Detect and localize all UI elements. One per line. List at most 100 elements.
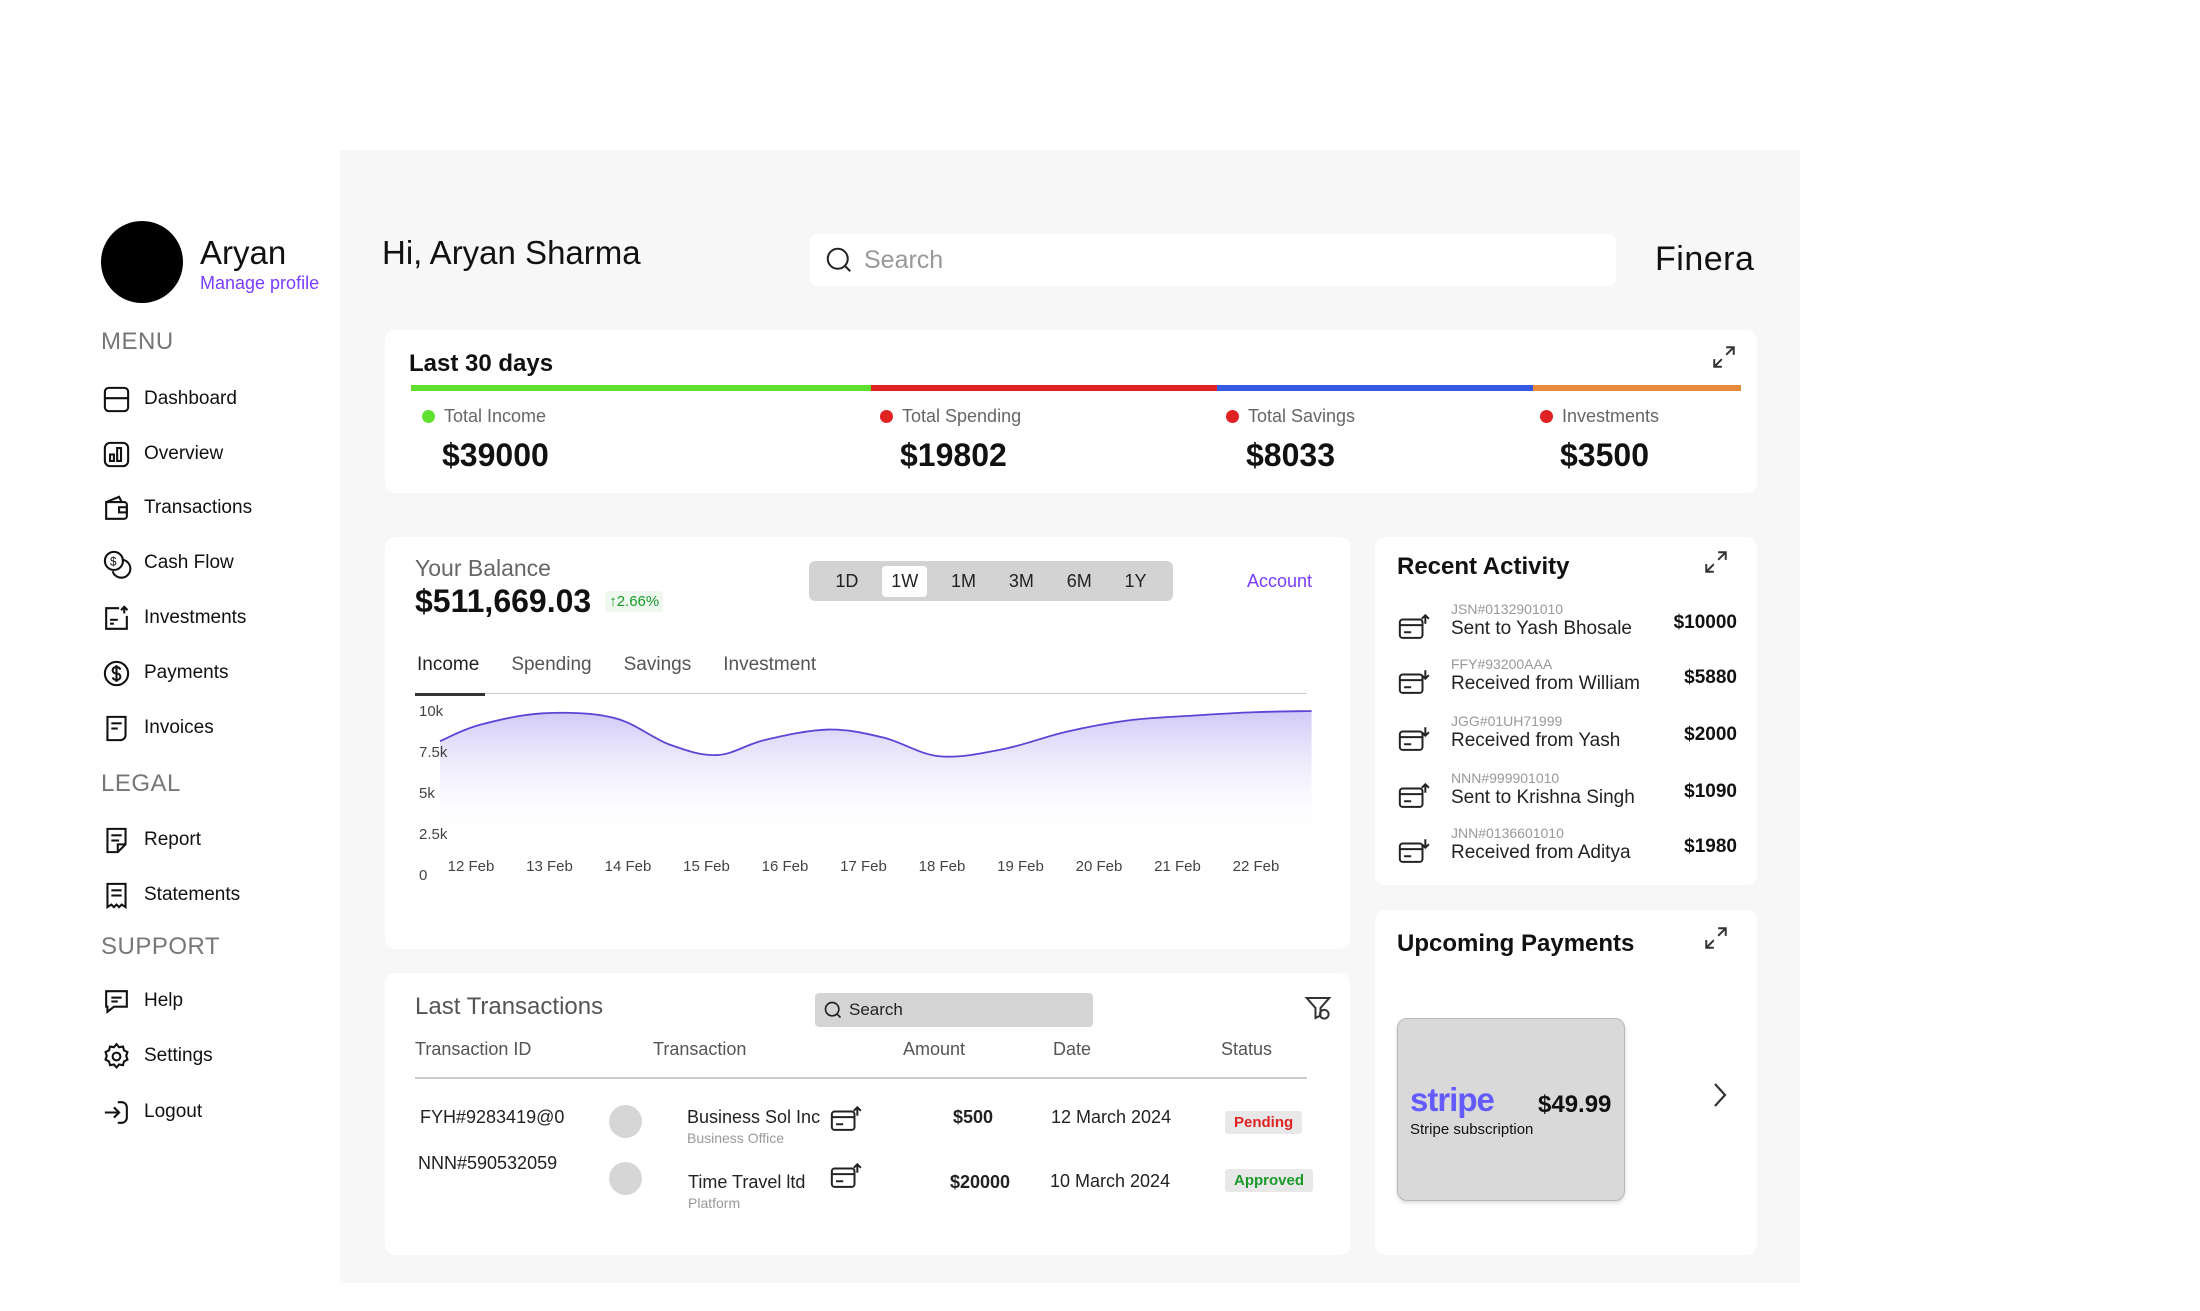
transactions-search-input[interactable] <box>849 1000 1089 1020</box>
coins-icon: $ <box>103 550 132 579</box>
avatar[interactable] <box>101 221 183 303</box>
sidebar-item-settings[interactable]: Settings <box>101 1038 213 1074</box>
tab-savings[interactable]: Savings <box>623 654 692 675</box>
dollar-icon <box>103 660 130 686</box>
chat-icon <box>105 989 128 1014</box>
activity-id: JGG#01UH71999 <box>1451 713 1563 729</box>
sidebar-item-label: Transactions <box>144 497 253 518</box>
chevron-right-icon[interactable] <box>1709 1080 1731 1110</box>
sidebar-item-logout[interactable]: Logout <box>101 1094 202 1130</box>
merchant-avatar <box>609 1105 642 1138</box>
stat-investments: Investments $3500 <box>1540 406 1659 474</box>
upcoming-payments-card: Upcoming Payments stripe $49.99 Stripe s… <box>1375 910 1757 1255</box>
card-transfer-icon <box>830 1162 862 1188</box>
activity-item[interactable]: JGG#01UH71999 Received from Yash $2000 <box>1397 713 1737 765</box>
sidebar-item-investments[interactable]: Investments <box>101 600 246 636</box>
table-cell-id: FYH#9283419@0 <box>420 1107 565 1127</box>
search-bar[interactable] <box>810 234 1616 286</box>
activity-item[interactable]: FFY#93200AAA Received from William $5880 <box>1397 656 1737 708</box>
sidebar-item-label: Help <box>144 990 184 1011</box>
range-6m[interactable]: 6M <box>1066 570 1092 591</box>
sidebar-item-dashboard[interactable]: Dashboard <box>101 381 237 417</box>
sidebar-item-transactions[interactable]: Transactions <box>101 490 252 526</box>
balance-label: Your Balance <box>415 555 551 581</box>
tab-investment[interactable]: Investment <box>723 654 817 675</box>
card-transfer-icon <box>1398 727 1430 751</box>
wallet-icon <box>105 495 128 520</box>
activity-item[interactable]: NNN#999901010 Sent to Krishna Singh $1090 <box>1397 770 1737 822</box>
range-3m[interactable]: 3M <box>1008 570 1034 591</box>
activity-desc: Received from Aditya <box>1451 842 1631 863</box>
logout-icon <box>104 1100 128 1124</box>
x-tick-label: 16 Feb <box>762 858 809 875</box>
invest-icon <box>105 604 129 630</box>
sidebar-item-report[interactable]: Report <box>101 822 201 858</box>
range-1w[interactable]: 1W <box>882 565 928 597</box>
card-transfer-icon <box>1398 670 1430 694</box>
activity-id: NNN#999901010 <box>1451 770 1560 786</box>
sidebar-item-help[interactable]: Help <box>101 983 183 1019</box>
investments-bar <box>1533 385 1741 391</box>
col-status: Status <box>1221 1039 1273 1059</box>
stat-value: $19802 <box>900 437 1007 473</box>
x-tick-label: 17 Feb <box>840 858 887 875</box>
sidebar-item-label: Invoices <box>144 717 214 738</box>
range-1y[interactable]: 1Y <box>1124 570 1147 591</box>
sidebar-item-payments[interactable]: Payments <box>101 655 228 691</box>
transactions-title: Last Transactions <box>415 993 604 1020</box>
activity-item[interactable]: JNN#0136601010 Received from Aditya $1980 <box>1397 825 1737 877</box>
activity-desc: Sent to Yash Bhosale <box>1451 618 1632 639</box>
y-tick-label: 5k <box>419 785 435 802</box>
col-amount: Amount <box>903 1039 966 1059</box>
income-bar <box>411 385 871 391</box>
activity-desc: Received from William <box>1451 673 1640 694</box>
spending-bar <box>871 385 1217 391</box>
sidebar-item-label: Settings <box>144 1045 213 1066</box>
stat-spending: Total Spending $19802 <box>880 406 1021 474</box>
table-cell-amount: $500 <box>953 1107 994 1127</box>
merchant-avatar <box>609 1162 642 1195</box>
recent-activity-title: Recent Activity <box>1397 553 1570 580</box>
payment-card[interactable]: stripe $49.99 Stripe subscription <box>1397 1018 1625 1201</box>
activity-item[interactable]: JSN#0132901010 Sent to Yash Bhosale $10000 <box>1397 601 1737 653</box>
search-input[interactable] <box>864 245 1564 275</box>
summary-card: Last 30 days Total Income $39000 Total S… <box>385 330 1757 493</box>
filter-icon[interactable] <box>1303 993 1333 1023</box>
sidebar-item-label: Cash Flow <box>144 552 234 573</box>
sidebar-item-label: Payments <box>144 662 229 683</box>
expand-icon[interactable] <box>1703 549 1729 575</box>
report-icon <box>106 827 127 853</box>
svg-text:$: $ <box>110 555 117 568</box>
sidebar-item-cash-flow[interactable]: $ Cash Flow <box>101 545 234 581</box>
expand-icon[interactable] <box>1711 344 1737 370</box>
status-dot <box>1226 410 1239 423</box>
sidebar-item-statements[interactable]: Statements <box>101 877 240 913</box>
account-link[interactable]: Account <box>1247 571 1313 591</box>
range-1m[interactable]: 1M <box>951 570 977 591</box>
sidebar-item-label: Report <box>144 829 202 850</box>
bar-chart-icon <box>103 441 130 467</box>
activity-amount: $1090 <box>1684 781 1737 802</box>
tab-income[interactable]: Income <box>415 654 486 696</box>
sidebar-item-overview[interactable]: Overview <box>101 436 223 472</box>
statement-icon <box>106 882 127 909</box>
stat-label: Total Spending <box>902 406 1022 426</box>
balance-value: $511,669.03 <box>415 583 592 619</box>
menu-heading: MENU <box>101 328 174 355</box>
upcoming-payments-title: Upcoming Payments <box>1397 930 1635 957</box>
y-tick-label: 10k <box>419 703 444 720</box>
sidebar-item-invoices[interactable]: Invoices <box>101 710 214 746</box>
table-cell-date: 12 March 2024 <box>1051 1107 1172 1127</box>
divider <box>415 1077 1307 1079</box>
transactions-search[interactable] <box>815 993 1093 1027</box>
support-heading: SUPPORT <box>101 933 221 960</box>
tab-spending[interactable]: Spending <box>511 654 592 675</box>
expand-icon[interactable] <box>1703 925 1729 951</box>
dashboard-icon <box>103 386 130 412</box>
legal-heading: LEGAL <box>101 770 181 797</box>
balance-card: Your Balance $511,669.03 ↑2.66% 1D 1W 1M 3M… <box>385 537 1350 949</box>
col-date: Date <box>1053 1039 1092 1059</box>
range-1d[interactable]: 1D <box>835 570 859 591</box>
x-tick-label: 14 Feb <box>605 858 652 875</box>
manage-profile-link[interactable]: Manage profile <box>200 273 320 293</box>
